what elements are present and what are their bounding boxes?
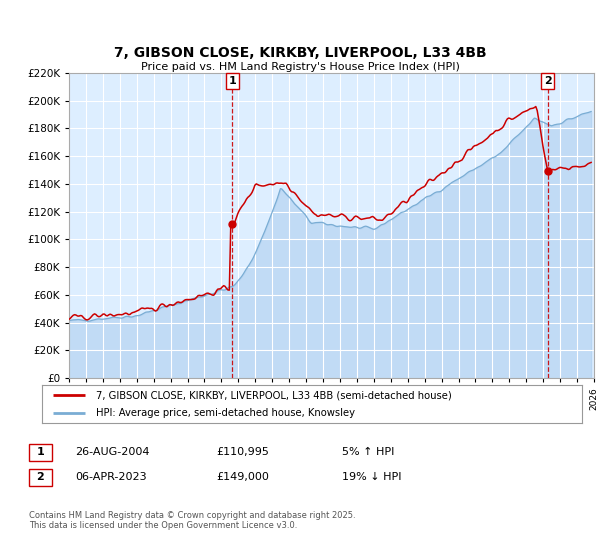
Text: 2: 2 [544, 76, 551, 86]
Text: £149,000: £149,000 [216, 472, 269, 482]
Text: 19% ↓ HPI: 19% ↓ HPI [342, 472, 401, 482]
Text: HPI: Average price, semi-detached house, Knowsley: HPI: Average price, semi-detached house,… [96, 408, 355, 418]
Text: 2: 2 [37, 472, 44, 482]
Text: Price paid vs. HM Land Registry's House Price Index (HPI): Price paid vs. HM Land Registry's House … [140, 62, 460, 72]
Text: 1: 1 [37, 447, 44, 458]
Text: 06-APR-2023: 06-APR-2023 [75, 472, 146, 482]
Text: 1: 1 [229, 76, 236, 86]
Text: £110,995: £110,995 [216, 447, 269, 458]
Text: 7, GIBSON CLOSE, KIRKBY, LIVERPOOL, L33 4BB: 7, GIBSON CLOSE, KIRKBY, LIVERPOOL, L33 … [113, 46, 487, 60]
Text: 7, GIBSON CLOSE, KIRKBY, LIVERPOOL, L33 4BB (semi-detached house): 7, GIBSON CLOSE, KIRKBY, LIVERPOOL, L33 … [96, 390, 452, 400]
Text: Contains HM Land Registry data © Crown copyright and database right 2025.
This d: Contains HM Land Registry data © Crown c… [29, 511, 355, 530]
Text: 26-AUG-2004: 26-AUG-2004 [75, 447, 149, 458]
Text: 5% ↑ HPI: 5% ↑ HPI [342, 447, 394, 458]
